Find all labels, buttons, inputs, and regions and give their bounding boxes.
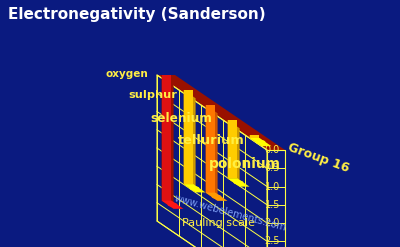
Polygon shape [228, 120, 238, 178]
Text: tellurium: tellurium [178, 134, 244, 147]
Text: 0.5: 0.5 [265, 163, 280, 173]
Polygon shape [206, 193, 228, 201]
Ellipse shape [168, 203, 178, 207]
Polygon shape [250, 135, 262, 146]
Text: Electronegativity (Sanderson): Electronegativity (Sanderson) [8, 7, 266, 22]
Ellipse shape [212, 195, 222, 199]
Polygon shape [228, 178, 250, 187]
Text: www.webelements.com: www.webelements.com [173, 193, 287, 233]
Polygon shape [267, 150, 285, 247]
Text: 1.5: 1.5 [265, 200, 280, 210]
Polygon shape [184, 90, 194, 184]
Polygon shape [250, 135, 259, 138]
Text: selenium: selenium [150, 112, 212, 125]
Text: 1.0: 1.0 [265, 182, 280, 191]
Polygon shape [228, 120, 240, 187]
Text: 0.0: 0.0 [265, 145, 280, 155]
Polygon shape [250, 138, 272, 146]
Text: polonium: polonium [209, 157, 281, 171]
Ellipse shape [256, 140, 266, 144]
Polygon shape [184, 90, 196, 192]
Polygon shape [184, 184, 206, 192]
Polygon shape [162, 75, 174, 209]
Polygon shape [206, 105, 218, 201]
Text: oxygen: oxygen [106, 69, 148, 79]
Text: sulphur: sulphur [128, 90, 178, 100]
Ellipse shape [190, 186, 200, 190]
Text: Pauling scale: Pauling scale [182, 218, 255, 228]
Text: 2.0: 2.0 [265, 218, 280, 228]
Polygon shape [157, 75, 285, 150]
Text: 2.5: 2.5 [264, 236, 280, 246]
Polygon shape [206, 105, 215, 193]
Ellipse shape [234, 181, 244, 185]
Text: Group 16: Group 16 [286, 141, 351, 175]
Polygon shape [162, 201, 184, 209]
Polygon shape [162, 75, 172, 201]
Polygon shape [157, 75, 267, 247]
